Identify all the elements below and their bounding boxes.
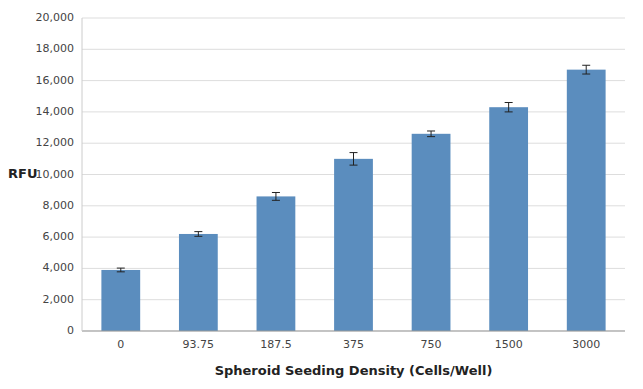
- error-bar: [272, 192, 280, 200]
- error-line: [505, 102, 513, 103]
- grid-line: [82, 111, 625, 112]
- y-tick-label: 2,000: [43, 293, 75, 306]
- error-line: [117, 271, 125, 272]
- error-line: [350, 152, 358, 153]
- error-line: [508, 103, 509, 112]
- bar: [257, 196, 296, 331]
- error-line: [350, 165, 358, 166]
- error-line: [194, 231, 202, 232]
- y-tick-label: 20,000: [36, 11, 75, 24]
- error-bar: [427, 131, 435, 137]
- y-tick-label: 14,000: [36, 105, 75, 118]
- grid-line: [82, 143, 625, 144]
- grid: [82, 18, 625, 331]
- grid-line: [82, 18, 625, 19]
- x-axis-label: Spheroid Seeding Density (Cells/Well): [215, 363, 493, 378]
- y-tick-label: 18,000: [36, 42, 75, 55]
- error-line: [427, 136, 435, 137]
- error-line: [353, 153, 354, 166]
- y-axis-label: RFU: [8, 166, 37, 181]
- y-tick-label: 8,000: [43, 199, 75, 212]
- bar: [489, 107, 528, 331]
- error-bar: [350, 153, 358, 166]
- y-tick-label: 0: [67, 324, 74, 337]
- x-tick-label: 1500: [495, 338, 523, 351]
- x-tick-label: 93.75: [183, 338, 215, 351]
- y-tick-label: 4,000: [43, 261, 75, 274]
- bar: [412, 134, 451, 331]
- error-line: [198, 232, 199, 237]
- error-line: [505, 111, 513, 112]
- x-ticks: 0 93.75 187.5 375 750 1500 3000: [117, 338, 600, 351]
- bar: [334, 159, 373, 331]
- bar: [101, 270, 140, 331]
- y-tick-label: 10,000: [36, 168, 75, 181]
- grid-line: [82, 80, 625, 81]
- error-line: [586, 65, 587, 74]
- grid-line: [82, 331, 625, 332]
- error-bar: [582, 65, 590, 74]
- error-bar: [117, 268, 125, 272]
- y-tick-label: 6,000: [43, 230, 75, 243]
- x-axis-line: [82, 331, 625, 332]
- chart: 0 2,000 4,000 6,000 8,000 10,000 12,000 14,000 1…: [0, 0, 643, 389]
- x-tick-label: 187.5: [260, 338, 292, 351]
- error-line: [582, 65, 590, 66]
- grid-line: [82, 49, 625, 50]
- error-line: [120, 268, 121, 272]
- x-tick-label: 3000: [572, 338, 600, 351]
- bar: [567, 70, 606, 331]
- y-tick-label: 12,000: [36, 136, 75, 149]
- error-line: [272, 192, 280, 193]
- bars: [101, 65, 605, 331]
- x-tick-label: 0: [117, 338, 124, 351]
- x-tick-label: 375: [343, 338, 364, 351]
- x-tick-label: 750: [421, 338, 442, 351]
- error-line: [427, 130, 435, 131]
- error-line: [194, 236, 202, 237]
- y-tick-label: 16,000: [36, 74, 75, 87]
- bar: [179, 234, 218, 331]
- y-axis-line: [82, 18, 83, 331]
- error-line: [272, 200, 280, 201]
- error-bar: [505, 103, 513, 112]
- error-line: [117, 268, 125, 269]
- error-bar: [194, 232, 202, 237]
- error-line: [275, 192, 276, 200]
- y-ticks: 0 2,000 4,000 6,000 8,000 10,000 12,000 14,000 1…: [36, 11, 75, 337]
- error-line: [431, 131, 432, 137]
- error-line: [582, 74, 590, 75]
